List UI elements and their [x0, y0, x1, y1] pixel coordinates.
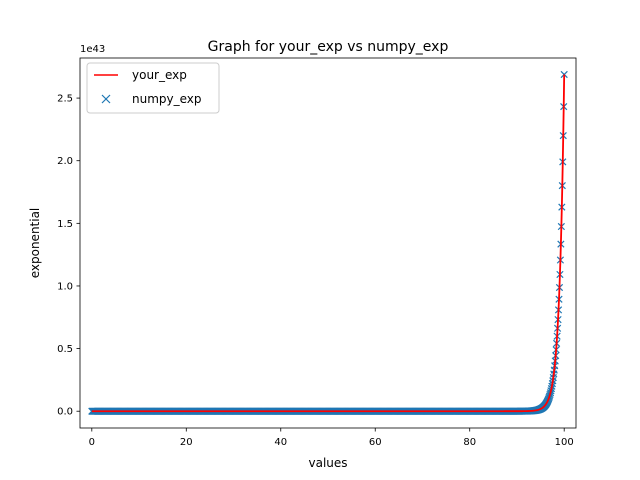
y-tick-label: 2.0 — [57, 156, 73, 167]
y-axis-offset-label: 1e43 — [80, 44, 105, 55]
y-tick-label: 2.5 — [57, 94, 73, 105]
y-axis-label: exponential — [28, 208, 42, 279]
y-tick-label: 1.5 — [57, 219, 73, 230]
plot-area — [88, 70, 568, 415]
x-tick-label: 100 — [555, 437, 574, 448]
y-axis-ticks: 0.0 0.5 1.0 1.5 2.0 2.5 — [57, 94, 80, 418]
legend: your_exp numpy_exp — [86, 62, 220, 114]
x-tick-label: 80 — [463, 437, 476, 448]
your-exp-line — [91, 74, 566, 413]
x-tick-label: 40 — [274, 437, 287, 448]
x-axis-ticks: 0 20 40 60 80 100 — [89, 428, 574, 448]
legend-box — [86, 62, 220, 114]
numpy-exp-marker — [560, 70, 568, 79]
y-tick-label: 0.5 — [57, 344, 73, 355]
x-axis-label: values — [308, 456, 347, 470]
legend-swatch-numpy-exp — [101, 94, 111, 104]
y-tick-label: 1.0 — [57, 281, 73, 292]
legend-label-your-exp: your_exp — [132, 68, 187, 82]
legend-label-numpy-exp: numpy_exp — [132, 92, 202, 106]
y-tick-label: 0.0 — [57, 407, 73, 418]
axes-frame — [79, 57, 577, 429]
x-tick-label: 0 — [89, 437, 95, 448]
x-tick-label: 60 — [369, 437, 382, 448]
x-tick-label: 20 — [180, 437, 193, 448]
chart-title: Graph for your_exp vs numpy_exp — [208, 39, 449, 55]
